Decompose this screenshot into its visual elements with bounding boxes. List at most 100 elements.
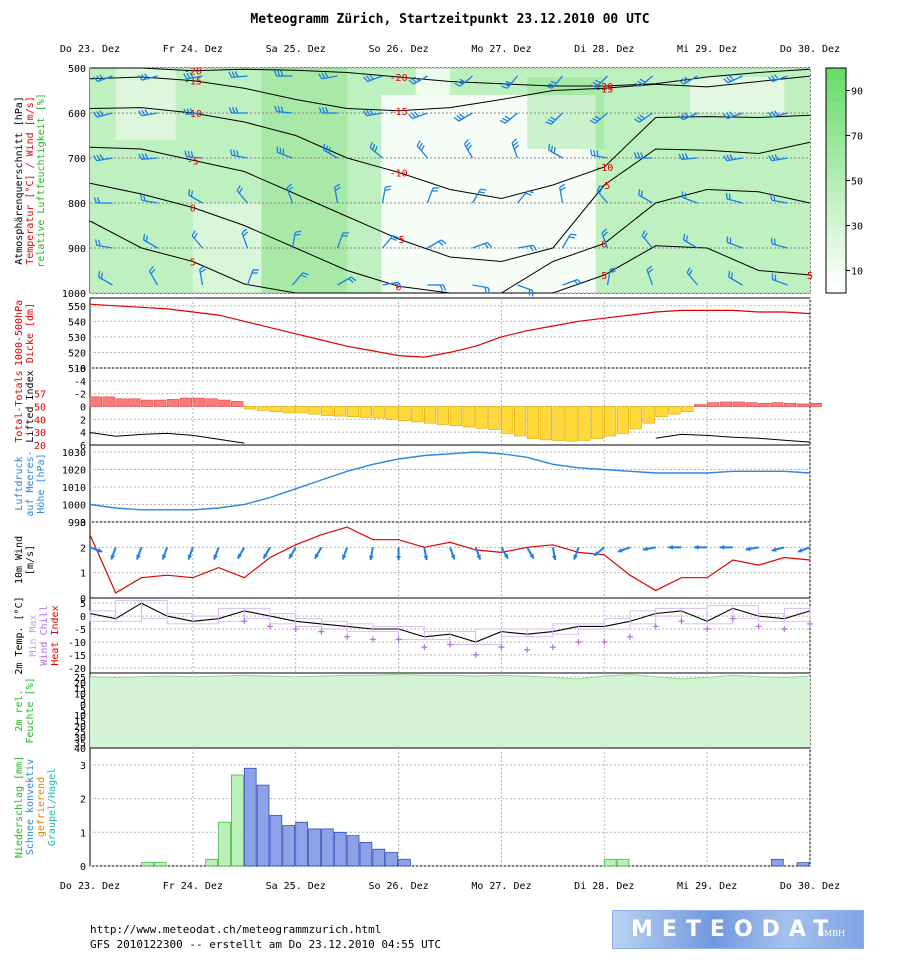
meteodat-logo[interactable]: METEODAT GMBH: [612, 910, 864, 949]
wind-barb-flag: [596, 185, 601, 192]
isotherm-line: [89, 75, 811, 112]
wind-barb-flag: [241, 228, 247, 234]
wind-barb-flag: [186, 72, 191, 79]
wind-barb-flag: [369, 141, 373, 148]
rain-bar: [153, 862, 167, 867]
y-axis-label: relative Luftfeuchtigkeit [%]: [36, 93, 47, 268]
y-tick-label: 1000: [62, 501, 86, 512]
wind-barb-flag: [550, 145, 554, 152]
wind-barb-flag: [639, 114, 646, 120]
wind-barb-flag: [594, 115, 601, 120]
wind-barb-flag: [574, 280, 579, 286]
wind-barb-flag: [559, 186, 566, 191]
wind-barb-flag: [774, 154, 779, 160]
wind-arrow-head: [187, 554, 193, 560]
lifted-index-bar: [783, 402, 797, 407]
rain-bar: [218, 821, 231, 867]
day-label-bottom: Do 23. Dez: [60, 881, 120, 892]
dry-region: [115, 68, 176, 140]
lifted-index-bar: [706, 402, 720, 407]
y-tick-label: -4: [74, 377, 86, 388]
y-tick-label: 0: [80, 403, 86, 414]
wind-barb-flag: [527, 190, 534, 194]
wind-barb-flag: [499, 119, 506, 124]
total-totals-line: [655, 433, 811, 443]
wind-barb-flag: [467, 144, 472, 151]
wind-barb-flag: [231, 71, 236, 78]
isotherm-label: -10: [390, 168, 408, 179]
snow-bar: [256, 784, 270, 867]
wind-barb-flag: [183, 73, 188, 80]
wind-barb-flag: [392, 235, 399, 239]
y-tick-label: 0: [80, 594, 86, 605]
wind-barb-flag: [638, 188, 641, 196]
rain-bar: [616, 858, 630, 867]
wind-chill-marker: [395, 636, 402, 643]
lifted-index-bar: [153, 399, 167, 407]
wind-barb-flag: [374, 145, 378, 153]
wind-barb-flag: [231, 107, 236, 114]
rain-bar: [231, 774, 244, 867]
y-tick-label: 4: [80, 428, 86, 439]
wind-barb-flag: [684, 76, 690, 82]
wind-arrow-head: [551, 555, 557, 561]
wind-barb-flag: [235, 107, 239, 114]
wind-barb-flag: [184, 150, 188, 157]
day-label-top: Fr 24. Dez: [163, 44, 223, 55]
wind-chill-marker: [369, 636, 376, 643]
isotherm-label: 5: [190, 258, 196, 269]
y-tick-label: 3: [80, 761, 86, 772]
wind-barb-flag: [144, 109, 149, 115]
isotherm-line: [90, 67, 811, 87]
snow-bar: [372, 848, 386, 867]
y-tick-label: -10: [68, 638, 86, 649]
wind-chill-marker: [498, 644, 505, 651]
y-tick-label: 10: [74, 689, 86, 700]
wind-chill-marker: [267, 623, 273, 630]
wind-barb-flag: [286, 183, 292, 189]
tt-tick-label: 40: [34, 415, 46, 426]
wind-chill-marker: [704, 626, 711, 633]
wind-barb-flag: [725, 192, 728, 199]
wind-barb-flag: [191, 230, 196, 237]
wind-barb-flag: [678, 115, 684, 121]
y-tick-label: 530: [68, 333, 86, 344]
lifted-index-bar: [771, 402, 784, 407]
wind-chill-marker: [627, 633, 633, 640]
dry-region: [690, 77, 785, 113]
wind-arrow-head: [503, 553, 508, 559]
wind-barb-flag: [229, 149, 233, 156]
y-tick-label: 990: [68, 518, 86, 529]
wind-barb-flag: [242, 231, 249, 237]
footer-url[interactable]: http://www.meteodat.ch/meteogrammzurich.…: [90, 923, 382, 936]
lifted-index-bar: [282, 406, 295, 414]
wind-barb-flag: [723, 113, 728, 119]
wind-barb-flag: [372, 143, 376, 150]
colorbar-step: [826, 124, 846, 136]
wind-barb-flag: [686, 267, 691, 274]
y-tick-label: 600: [68, 109, 86, 120]
wind-barb-flag: [728, 193, 731, 200]
wind-arrow-head: [642, 546, 648, 552]
wind-barb-flag: [233, 149, 236, 156]
min-max-box: [629, 610, 657, 625]
y-tick-label: 35: [74, 739, 86, 750]
wind-barb-flag: [640, 152, 644, 159]
wind-chill-marker: [421, 644, 428, 651]
y-tick-label: -2: [74, 390, 86, 401]
wind-barb-flag: [369, 109, 374, 115]
wind-barb-flag: [480, 188, 487, 191]
wind-chill-marker: [241, 618, 248, 625]
wind-barb-flag: [408, 113, 413, 119]
lifted-index-bar: [115, 398, 128, 407]
wind-arrow-head: [97, 548, 103, 553]
wind-arrow-head: [213, 554, 218, 560]
isotherm-label: -10: [595, 163, 613, 174]
wind-barb-flag: [602, 231, 609, 237]
y-axis-label: Temperatur [°C] / Wind [m/s]: [25, 96, 36, 265]
wind-barb-flag: [199, 265, 206, 270]
lifted-index-bar: [128, 398, 141, 407]
wind-speed-line: [89, 526, 811, 594]
lifted-index-bar: [462, 406, 475, 428]
y-tick-label: 5: [80, 599, 86, 610]
